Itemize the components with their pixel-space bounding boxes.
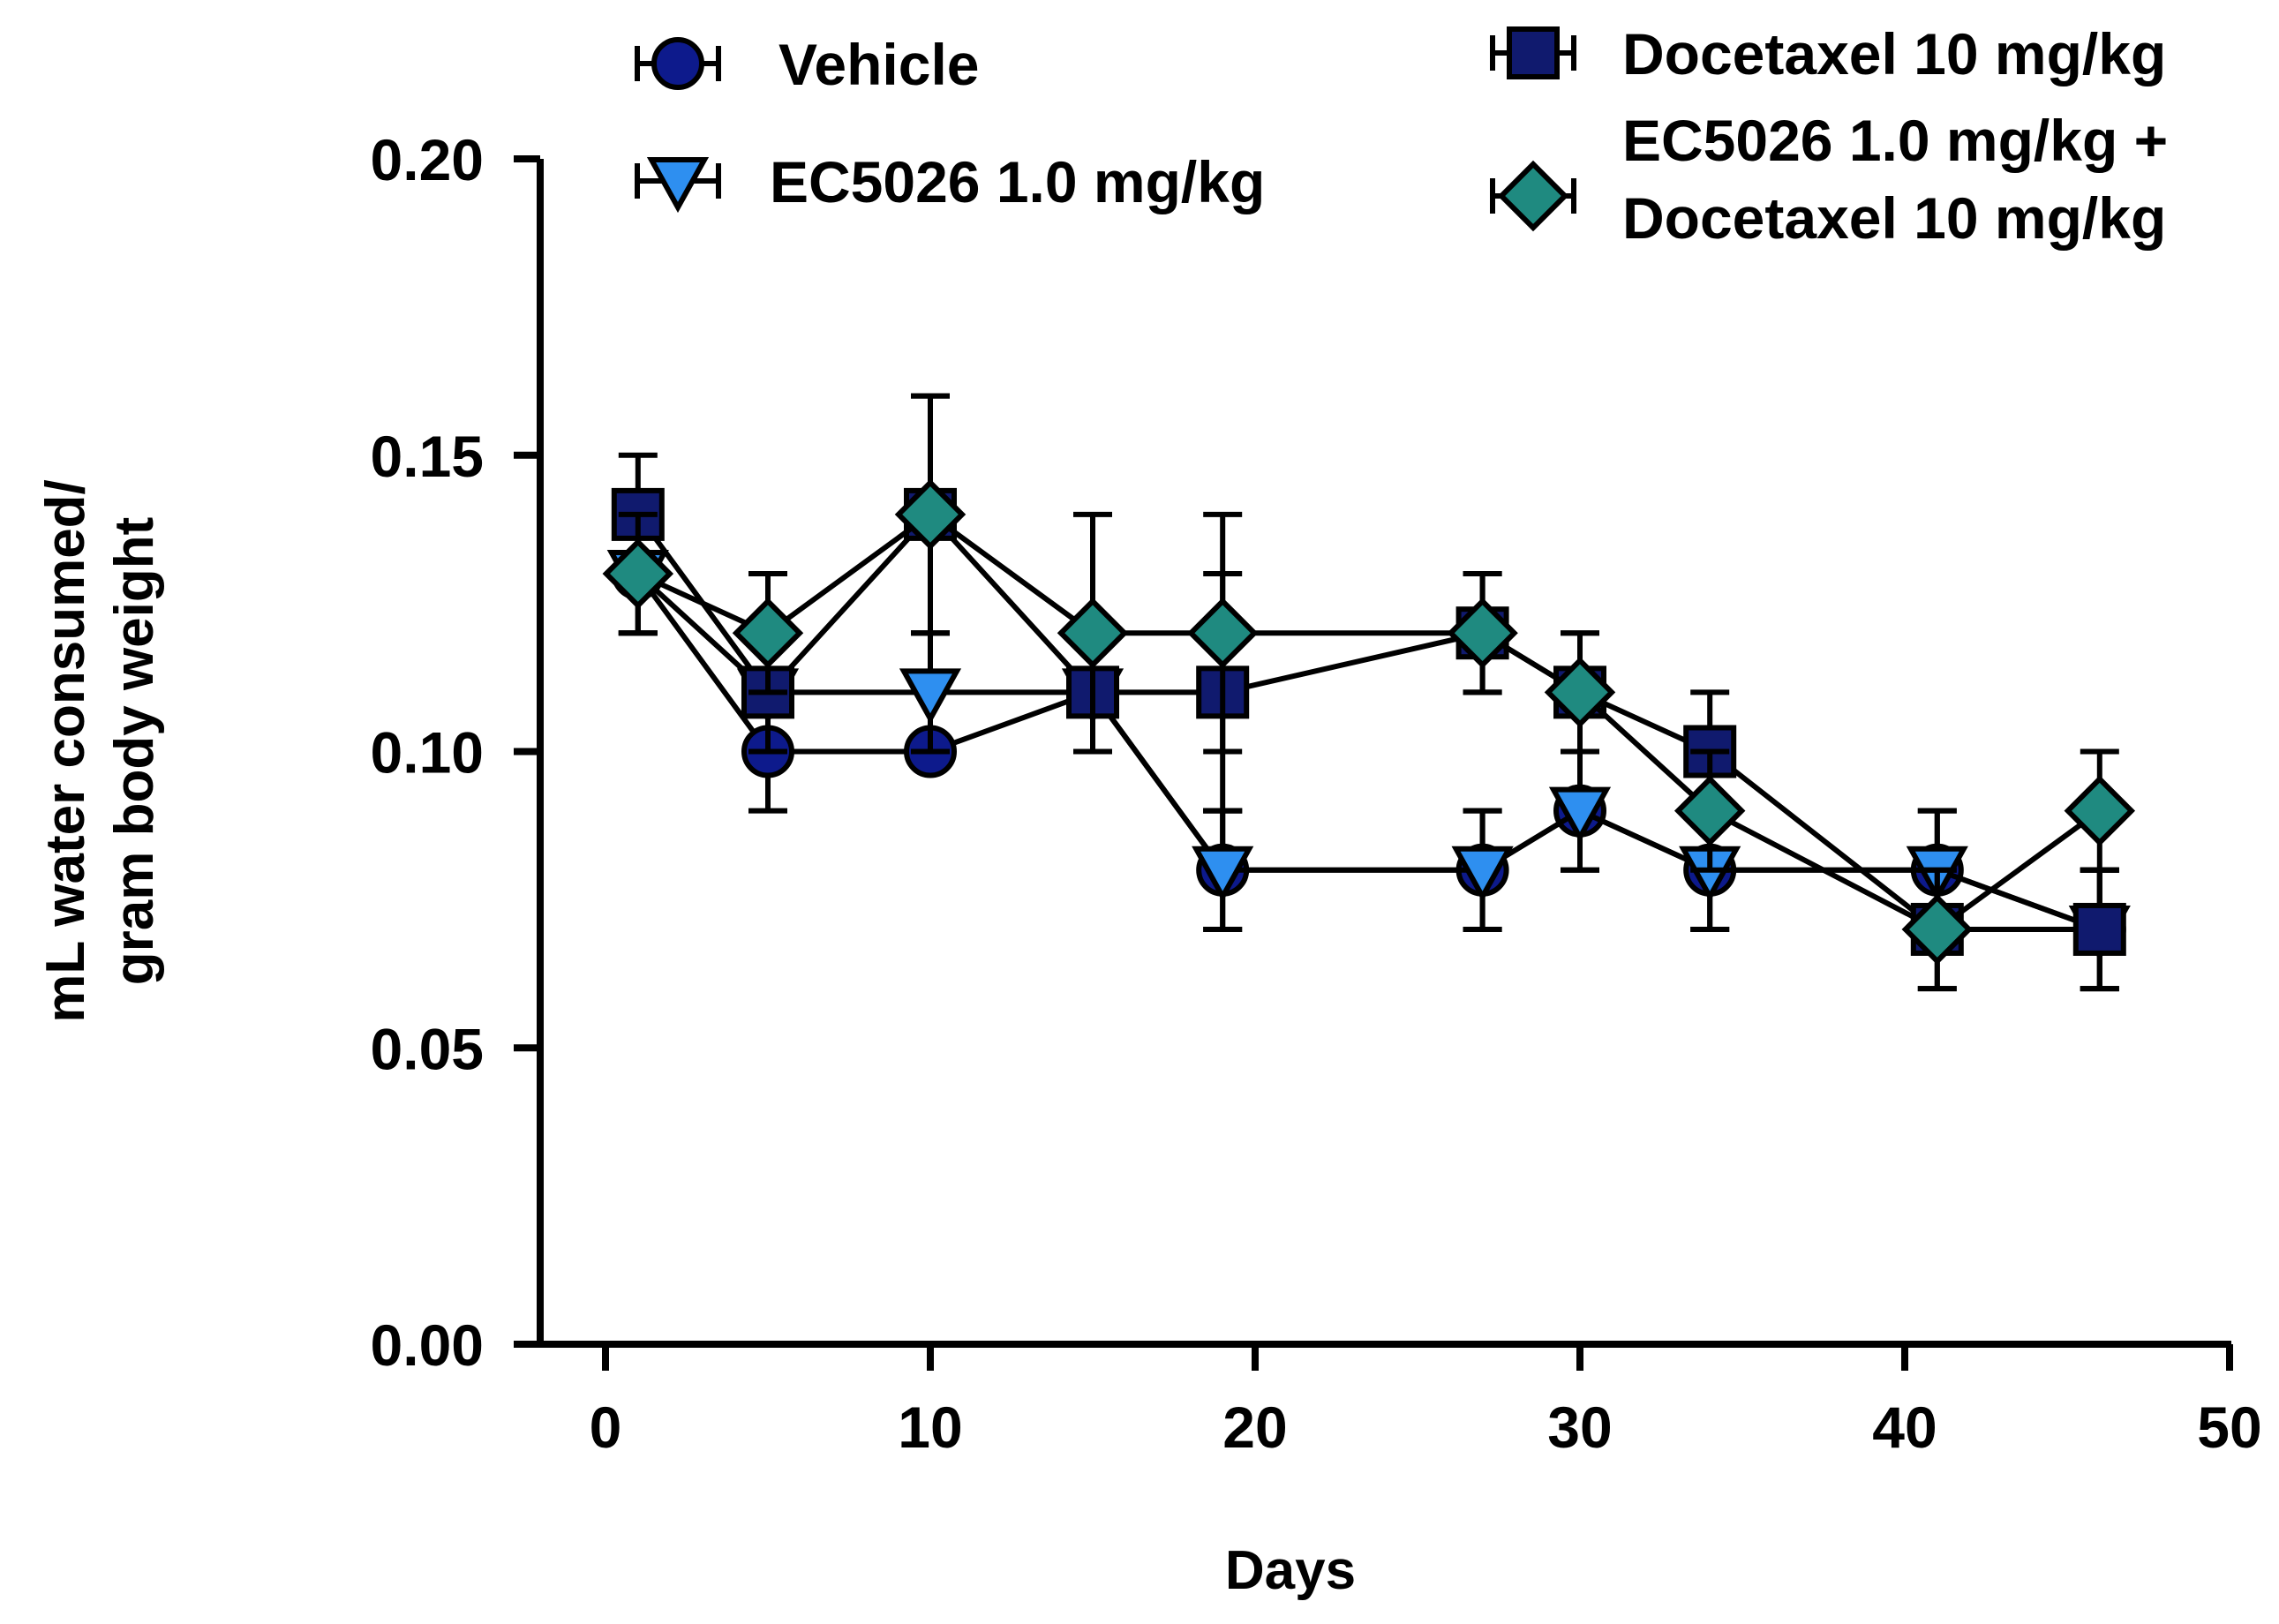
data-point [1544, 657, 1616, 728]
data-point [1674, 775, 1746, 846]
data-point [602, 538, 674, 610]
legend-label: Vehicle [778, 32, 980, 97]
x-tick-label: 50 [2197, 1395, 2261, 1460]
x-tick-label: 0 [590, 1395, 622, 1460]
legend: Vehicle EC5026 1.0 mg/kg Docetaxel 10 mg/k… [635, 21, 2168, 251]
legend-item-square: Docetaxel 10 mg/kg [1490, 21, 2166, 86]
series-layer [602, 393, 2136, 992]
x-tick-label: 40 [1872, 1395, 1937, 1460]
data-point [2072, 902, 2126, 956]
ticks-layer: 0 10 20 30 40 50 0.00 0.05 0.10 0.15 0.20 [371, 127, 2262, 1460]
y-axis-title-line-2: gram body weight [104, 517, 165, 985]
legend-label: EC5026 1.0 mg/kg + [1622, 108, 2168, 173]
y-tick-label: 0.10 [371, 720, 484, 786]
series-line [636, 510, 2100, 932]
y-tick-label: 0.05 [371, 1016, 484, 1081]
data-point [1451, 846, 1514, 902]
y-tick-label: 0.20 [371, 127, 484, 192]
legend-marker [1507, 26, 1560, 79]
legend-item-triangle-down: EC5026 1.0 mg/kg [635, 149, 1265, 214]
data-point [899, 668, 962, 725]
data-point [894, 478, 967, 551]
legend-label: Docetaxel 10 mg/kg [1622, 185, 2166, 251]
series-line [636, 511, 2102, 933]
y-axis-title: mL water consumed/ gram body weight [35, 479, 165, 1023]
data-point [1901, 893, 1974, 966]
y-tick-label: 0.00 [371, 1312, 484, 1378]
data-point [1548, 786, 1612, 843]
data-point [1192, 846, 1254, 902]
data-point [2064, 775, 2136, 846]
legend-marker [1497, 160, 1569, 232]
y-axis-title-line-1: mL water consumed/ [35, 479, 96, 1023]
series-line [636, 572, 2101, 932]
x-tick-label: 30 [1547, 1395, 1612, 1460]
data-point [1186, 597, 1259, 669]
legend-item-diamond: EC5026 1.0 mg/kg + Docetaxel 10 mg/kg [1490, 108, 2168, 251]
legend-label: Docetaxel 10 mg/kg [1622, 21, 2166, 86]
y-tick-label: 0.15 [371, 424, 484, 489]
x-axis-title: Days [1225, 1540, 1356, 1601]
x-tick-label: 10 [898, 1395, 962, 1460]
data-point [732, 597, 804, 669]
x-tick-label: 20 [1222, 1395, 1287, 1460]
data-point [1447, 597, 1518, 669]
legend-marker [646, 157, 710, 214]
data-point [1057, 597, 1129, 669]
series-diamond [602, 393, 2136, 992]
legend-label: EC5026 1.0 mg/kg [770, 149, 1265, 214]
legend-item-circle: Vehicle [635, 32, 980, 97]
series-circle [611, 511, 2126, 992]
legend-marker [651, 37, 704, 90]
